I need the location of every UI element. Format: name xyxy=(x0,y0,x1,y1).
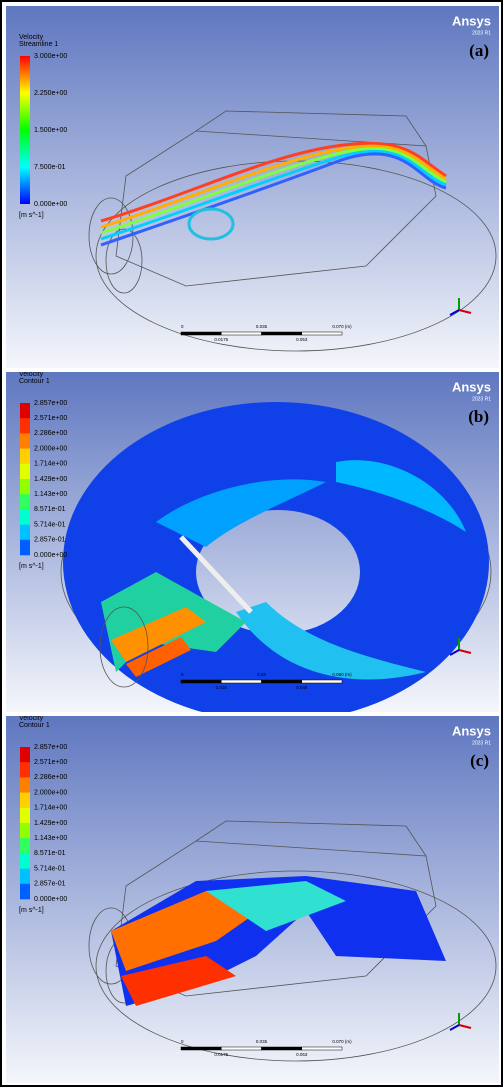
logo: Ansys xyxy=(452,723,491,738)
scale-label: 0.070 (m) xyxy=(332,324,352,329)
scale-label: 0.053 xyxy=(296,337,308,342)
legend-tick: 2.571e+00 xyxy=(34,415,67,422)
colorbar-band xyxy=(20,494,30,510)
scale-label: 0.070 (m) xyxy=(332,1039,352,1044)
legend-tick: 7.500e-01 xyxy=(34,164,66,171)
colorbar-band xyxy=(20,838,30,854)
legend-tick: 0.000e+00 xyxy=(34,896,67,903)
colorbar-band xyxy=(20,479,30,495)
colorbar-band xyxy=(20,509,30,525)
colorbar-band xyxy=(20,540,30,556)
scale-segment xyxy=(262,680,302,683)
colorbar-band xyxy=(20,464,30,480)
panel-label: (a) xyxy=(469,41,489,60)
legend-tick: 2.857e-01 xyxy=(34,537,66,544)
legend-tick: 1.429e+00 xyxy=(34,820,67,827)
scale-label: 0.015 xyxy=(216,685,228,690)
legend-tick: 2.857e+00 xyxy=(34,400,67,407)
version: 2023 R1 xyxy=(472,740,491,746)
legend-tick: 5.714e-01 xyxy=(34,521,66,528)
scale-segment xyxy=(262,1047,302,1050)
legend-tick: 1.714e+00 xyxy=(34,461,67,468)
scale-segment xyxy=(181,1047,221,1050)
scale-segment xyxy=(181,680,221,683)
legend-tick: 1.143e+00 xyxy=(34,835,67,842)
logo: Ansys xyxy=(452,379,491,394)
colorbar-band xyxy=(20,808,30,824)
logo: Ansys xyxy=(452,13,491,28)
colorbar-band xyxy=(20,869,30,885)
scale-segment xyxy=(302,332,342,335)
colorbar-band xyxy=(20,793,30,809)
legend-unit: [m s^-1] xyxy=(19,907,44,914)
legend-subtitle: Contour 1 xyxy=(19,722,50,729)
scale-label: 0.0175 xyxy=(214,1052,228,1057)
panel-label: (b) xyxy=(468,407,489,426)
legend-tick: 1.500e+00 xyxy=(34,127,67,134)
colorbar-band xyxy=(20,403,30,419)
legend-tick: 2.250e+00 xyxy=(34,90,67,97)
legend-tick: 2.857e+00 xyxy=(34,744,67,751)
version: 2023 R1 xyxy=(472,30,491,36)
scale-segment xyxy=(221,680,261,683)
colorbar xyxy=(20,56,30,204)
legend-tick: 8.571e-01 xyxy=(34,850,66,857)
legend-title: Velocity xyxy=(19,34,44,41)
legend-subtitle: Contour 1 xyxy=(19,378,50,385)
legend-tick: 0.000e+00 xyxy=(34,552,67,559)
scale-segment xyxy=(221,332,261,335)
legend-unit: [m s^-1] xyxy=(19,563,44,570)
colorbar-band xyxy=(20,747,30,763)
colorbar-band xyxy=(20,853,30,869)
scale-segment xyxy=(302,1047,342,1050)
legend-tick: 2.286e+00 xyxy=(34,774,67,781)
version: 2023 R1 xyxy=(472,396,491,402)
colorbar-band xyxy=(20,823,30,839)
legend-tick: 1.429e+00 xyxy=(34,476,67,483)
legend-tick: 2.000e+00 xyxy=(34,445,67,452)
scale-segment xyxy=(302,680,342,683)
colorbar-band xyxy=(20,433,30,449)
legend-unit: [m s^-1] xyxy=(19,212,44,219)
scale-label: 0.045 xyxy=(296,685,308,690)
colorbar-band xyxy=(20,525,30,541)
colorbar-band xyxy=(20,762,30,778)
colorbar-band xyxy=(20,884,30,900)
scale-label: 0.0175 xyxy=(214,337,228,342)
legend-tick: 8.571e-01 xyxy=(34,506,66,513)
legend-tick: 1.143e+00 xyxy=(34,491,67,498)
scale-segment xyxy=(181,332,221,335)
legend-tick: 1.714e+00 xyxy=(34,805,67,812)
scale-label: 0.053 xyxy=(296,1052,308,1057)
legend-tick: 2.857e-01 xyxy=(34,881,66,888)
colorbar-band xyxy=(20,418,30,434)
figure: VelocityStreamline 1 3.000e+00 2.250e+00 1.… xyxy=(0,0,503,1087)
legend-tick: 5.714e-01 xyxy=(34,865,66,872)
scale-label: 0.03 xyxy=(257,672,266,677)
legend-tick: 2.286e+00 xyxy=(34,430,67,437)
legend-tick: 0.000e+00 xyxy=(34,201,67,208)
legend-tick: 2.000e+00 xyxy=(34,789,67,796)
colorbar-band xyxy=(20,777,30,793)
legend-tick: 3.000e+00 xyxy=(34,53,67,60)
cfd-panel: VelocityStreamline 1 3.000e+00 2.250e+00 1.… xyxy=(6,6,499,368)
scale-segment xyxy=(221,1047,261,1050)
colorbar-band xyxy=(20,449,30,465)
scale-label: 0.035 xyxy=(256,324,268,329)
legend-tick: 2.571e+00 xyxy=(34,759,67,766)
panel-label: (c) xyxy=(470,751,489,770)
legend-subtitle: Streamline 1 xyxy=(19,41,58,48)
scale-segment xyxy=(262,332,302,335)
scale-label: 0.060 (m) xyxy=(332,672,352,677)
scale-label: 0.035 xyxy=(256,1039,268,1044)
